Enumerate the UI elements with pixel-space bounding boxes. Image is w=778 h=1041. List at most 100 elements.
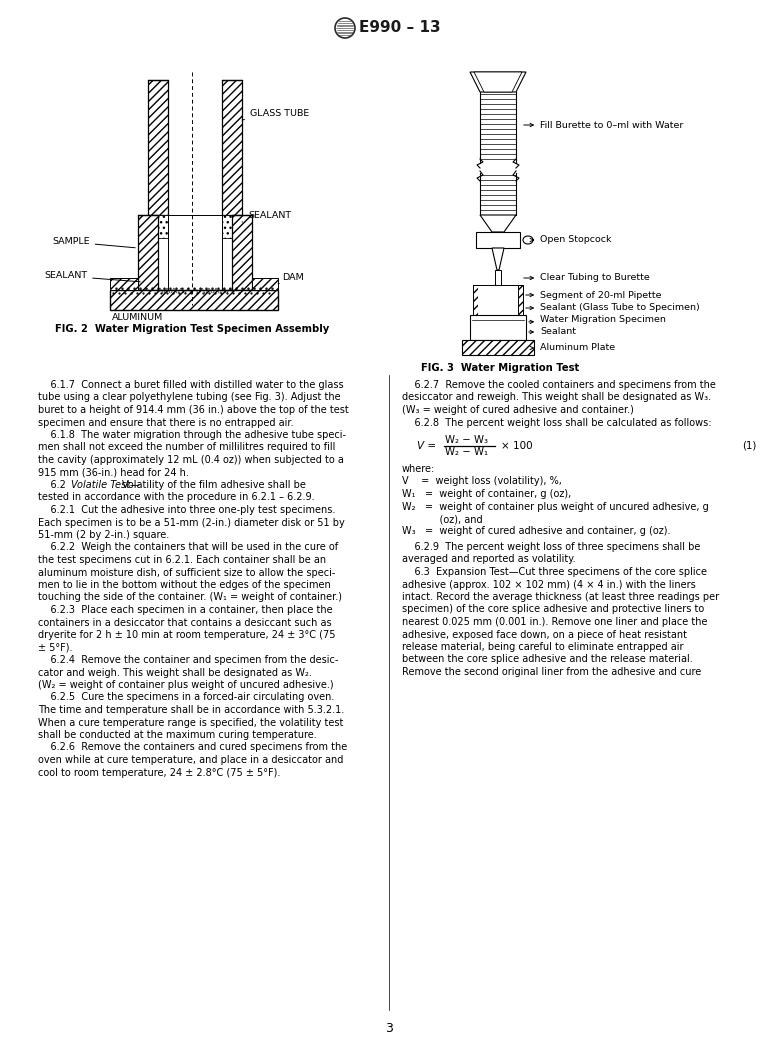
- Text: When a cure temperature range is specified, the volatility test: When a cure temperature range is specifi…: [38, 717, 343, 728]
- Text: ± 5°F).: ± 5°F).: [38, 642, 72, 653]
- Text: SEALANT: SEALANT: [44, 272, 140, 282]
- Text: specimen and ensure that there is no entrapped air.: specimen and ensure that there is no ent…: [38, 417, 293, 428]
- Polygon shape: [110, 278, 138, 290]
- Ellipse shape: [523, 236, 533, 244]
- Polygon shape: [474, 72, 522, 92]
- Polygon shape: [470, 315, 526, 340]
- Text: intact. Record the average thickness (at least three readings per: intact. Record the average thickness (at…: [402, 592, 719, 602]
- Text: Open Stopcock: Open Stopcock: [530, 235, 612, 245]
- Text: 6.2.6  Remove the containers and cured specimens from the: 6.2.6 Remove the containers and cured sp…: [38, 742, 347, 753]
- Text: Fill Burette to 0–ml with Water: Fill Burette to 0–ml with Water: [524, 121, 683, 129]
- Text: 6.2.9  The percent weight loss of three specimens shall be: 6.2.9 The percent weight loss of three s…: [402, 542, 700, 552]
- Text: 3: 3: [385, 1022, 393, 1035]
- Text: DAM: DAM: [278, 273, 303, 284]
- Text: tube using a clear polyethylene tubing (see Fig. 3). Adjust the: tube using a clear polyethylene tubing (…: [38, 392, 341, 403]
- Text: FIG. 3  Water Migration Test: FIG. 3 Water Migration Test: [421, 363, 579, 373]
- Text: cool to room temperature, 24 ± 2.8°C (75 ± 5°F).: cool to room temperature, 24 ± 2.8°C (75…: [38, 767, 280, 778]
- Text: W₃   =  weight of cured adhesive and container, g (oz).: W₃ = weight of cured adhesive and contai…: [402, 527, 671, 536]
- Text: 6.2.7  Remove the cooled containers and specimens from the: 6.2.7 Remove the cooled containers and s…: [402, 380, 716, 390]
- Polygon shape: [480, 215, 516, 232]
- Text: Sealant (Glass Tube to Specimen): Sealant (Glass Tube to Specimen): [526, 304, 699, 312]
- Polygon shape: [492, 248, 504, 270]
- Text: shall be conducted at the maximum curing temperature.: shall be conducted at the maximum curing…: [38, 730, 317, 740]
- Text: Remove the second original liner from the adhesive and cure: Remove the second original liner from th…: [402, 667, 701, 677]
- Text: W₂ − W₃: W₂ − W₃: [445, 435, 488, 445]
- Text: men to lie in the bottom without the edges of the specimen: men to lie in the bottom without the edg…: [38, 580, 331, 590]
- Text: specimen) of the core splice adhesive and protective liners to: specimen) of the core splice adhesive an…: [402, 605, 704, 614]
- Polygon shape: [222, 80, 242, 215]
- Text: ALUMINUM: ALUMINUM: [112, 313, 163, 322]
- Polygon shape: [222, 215, 242, 238]
- Text: desiccator and reweigh. This weight shall be designated as W₃.: desiccator and reweigh. This weight shal…: [402, 392, 711, 403]
- Bar: [168, 215, 222, 290]
- Bar: [476, 232, 520, 248]
- Text: the cavity (approximately 12 mL (0.4 oz)) when subjected to a: the cavity (approximately 12 mL (0.4 oz)…: [38, 455, 344, 465]
- Text: Clear Tubing to Burette: Clear Tubing to Burette: [524, 274, 650, 282]
- Text: Volatility of the film adhesive shall be: Volatility of the film adhesive shall be: [121, 480, 306, 490]
- Polygon shape: [470, 72, 526, 92]
- Text: 6.2.4  Remove the container and specimen from the desic-: 6.2.4 Remove the container and specimen …: [38, 655, 338, 665]
- Text: 6.2.1  Cut the adhesive into three one-ply test specimens.: 6.2.1 Cut the adhesive into three one-pl…: [38, 505, 335, 515]
- Text: release material, being careful to eliminate entrapped air: release material, being careful to elimi…: [402, 642, 684, 652]
- Text: cator and weigh. This weight shall be designated as W₂.: cator and weigh. This weight shall be de…: [38, 667, 312, 678]
- Text: SEALANT: SEALANT: [242, 211, 291, 222]
- Bar: [478, 285, 518, 315]
- Text: the test specimens cut in 6.2.1. Each container shall be an: the test specimens cut in 6.2.1. Each co…: [38, 555, 326, 565]
- Text: between the core splice adhesive and the release material.: between the core splice adhesive and the…: [402, 655, 692, 664]
- Text: buret to a height of 914.4 mm (36 in.) above the top of the test: buret to a height of 914.4 mm (36 in.) a…: [38, 405, 349, 415]
- Polygon shape: [138, 215, 158, 290]
- Text: 6.2.3  Place each specimen in a container, then place the: 6.2.3 Place each specimen in a container…: [38, 605, 333, 615]
- Text: 6.2.2  Weigh the containers that will be used in the cure of: 6.2.2 Weigh the containers that will be …: [38, 542, 338, 553]
- Text: GLASS TUBE: GLASS TUBE: [242, 108, 309, 120]
- Text: oven while at cure temperature, and place in a desiccator and: oven while at cure temperature, and plac…: [38, 755, 343, 765]
- Text: 51-mm (2 by 2-in.) square.: 51-mm (2 by 2-in.) square.: [38, 530, 170, 540]
- Text: aluminum moisture dish, of sufficient size to allow the speci-: aluminum moisture dish, of sufficient si…: [38, 567, 335, 578]
- Text: Aluminum Plate: Aluminum Plate: [530, 344, 615, 353]
- Text: averaged and reported as volatility.: averaged and reported as volatility.: [402, 555, 576, 564]
- Text: 915 mm (36-in.) head for 24 h.: 915 mm (36-in.) head for 24 h.: [38, 467, 189, 478]
- Text: Volatile Test—: Volatile Test—: [71, 480, 139, 490]
- Text: V =: V =: [417, 441, 436, 451]
- Text: Water Migration Specimen: Water Migration Specimen: [529, 315, 666, 325]
- Text: 6.2: 6.2: [38, 480, 72, 490]
- Text: adhesive, exposed face down, on a piece of heat resistant: adhesive, exposed face down, on a piece …: [402, 630, 687, 639]
- Text: × 100: × 100: [501, 441, 533, 451]
- Text: V    =  weight loss (volatility), %,: V = weight loss (volatility), %,: [402, 477, 562, 486]
- Text: Segment of 20-ml Pipette: Segment of 20-ml Pipette: [526, 290, 661, 300]
- Polygon shape: [110, 290, 278, 310]
- Polygon shape: [232, 215, 252, 290]
- Text: E990 – 13: E990 – 13: [359, 21, 440, 35]
- Polygon shape: [252, 278, 278, 290]
- Text: (W₂ = weight of container plus weight of uncured adhesive.): (W₂ = weight of container plus weight of…: [38, 680, 334, 690]
- Text: 6.2.8  The percent weight loss shall be calculated as follows:: 6.2.8 The percent weight loss shall be c…: [402, 417, 712, 428]
- Text: (oz), and: (oz), and: [402, 514, 482, 524]
- Text: (1): (1): [743, 441, 757, 451]
- Text: 6.2.5  Cure the specimens in a forced-air circulating oven.: 6.2.5 Cure the specimens in a forced-air…: [38, 692, 335, 703]
- Text: W₁   =  weight of container, g (oz),: W₁ = weight of container, g (oz),: [402, 489, 571, 499]
- Polygon shape: [148, 215, 168, 238]
- Text: 6.3  Expansion Test—Cut three specimens of the core splice: 6.3 Expansion Test—Cut three specimens o…: [402, 567, 707, 577]
- Text: SAMPLE: SAMPLE: [52, 237, 135, 248]
- Text: dryerite for 2 h ± 10 min at room temperature, 24 ± 3°C (75: dryerite for 2 h ± 10 min at room temper…: [38, 630, 335, 640]
- Polygon shape: [148, 80, 168, 215]
- Polygon shape: [518, 285, 523, 315]
- Text: tested in accordance with the procedure in 6.2.1 – 6.2.9.: tested in accordance with the procedure …: [38, 492, 314, 503]
- Text: touching the side of the container. (W₁ = weight of container.): touching the side of the container. (W₁ …: [38, 592, 342, 603]
- Text: men shall not exceed the number of millilitres required to fill: men shall not exceed the number of milli…: [38, 442, 335, 453]
- Text: 6.1.7  Connect a buret filled with distilled water to the glass: 6.1.7 Connect a buret filled with distil…: [38, 380, 344, 390]
- Text: Each specimen is to be a 51-mm (2-in.) diameter disk or 51 by: Each specimen is to be a 51-mm (2-in.) d…: [38, 517, 345, 528]
- Text: (W₃ = weight of cured adhesive and container.): (W₃ = weight of cured adhesive and conta…: [402, 405, 634, 415]
- Text: W₂   =  weight of container plus weight of uncured adhesive, g: W₂ = weight of container plus weight of …: [402, 502, 709, 511]
- Polygon shape: [462, 340, 534, 355]
- Text: FIG. 2  Water Migration Test Specimen Assembly: FIG. 2 Water Migration Test Specimen Ass…: [55, 324, 329, 334]
- Bar: [495, 270, 501, 285]
- Text: 6.1.8  The water migration through the adhesive tube speci-: 6.1.8 The water migration through the ad…: [38, 430, 346, 440]
- Text: The time and temperature shall be in accordance with 5.3.2.1.: The time and temperature shall be in acc…: [38, 705, 344, 715]
- Text: W₂ − W₁: W₂ − W₁: [445, 447, 488, 457]
- Polygon shape: [473, 285, 478, 315]
- Text: Sealant: Sealant: [529, 328, 576, 336]
- Text: containers in a desiccator that contains a desiccant such as: containers in a desiccator that contains…: [38, 617, 331, 628]
- Text: nearest 0.025 mm (0.001 in.). Remove one liner and place the: nearest 0.025 mm (0.001 in.). Remove one…: [402, 617, 707, 627]
- Text: where:: where:: [402, 464, 435, 474]
- Text: adhesive (approx. 102 × 102 mm) (4 × 4 in.) with the liners: adhesive (approx. 102 × 102 mm) (4 × 4 i…: [402, 580, 696, 589]
